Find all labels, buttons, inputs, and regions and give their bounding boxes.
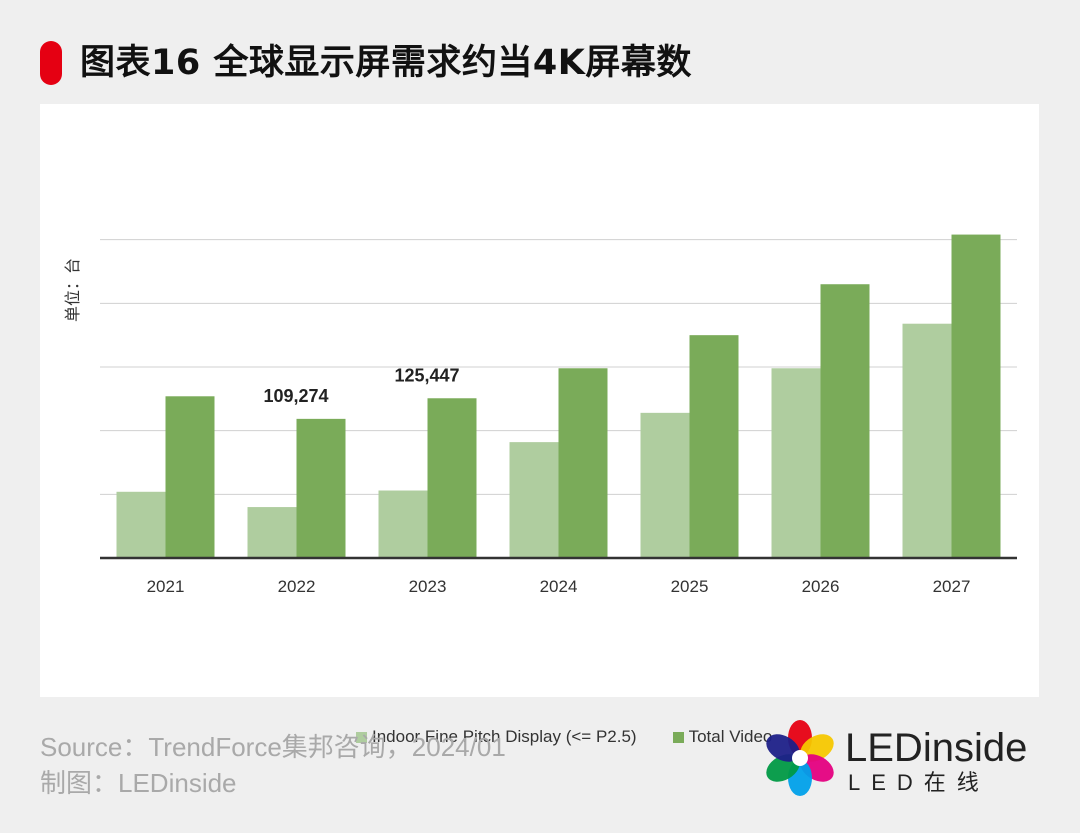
flower-logo-icon [766, 720, 834, 796]
title-accent-bar [40, 41, 62, 85]
bar-total [427, 398, 477, 558]
bar-indoor [640, 412, 690, 558]
bar-indoor [116, 491, 166, 558]
bar-total [558, 368, 608, 558]
bar-chart: 2021 2022 2023 2024 2025 2026 2027 109,274 125,4… [100, 234, 1017, 596]
legend: Indoor Fine Pitch Display (<= P2.5) Tota… [356, 726, 808, 748]
bar-indoor [509, 442, 559, 558]
bar-total [165, 396, 215, 558]
x-tick-label: 2027 [933, 577, 971, 596]
legend-label-indoor: Indoor Fine Pitch Display (<= P2.5) [372, 727, 637, 746]
legend-swatch-total [672, 731, 684, 743]
logo-wordmark: LEDinside [845, 726, 1028, 770]
page-title: 图表16 全球显示屏需求约当4K屏幕数 [80, 43, 692, 83]
legend-label-total: Total Video [688, 727, 773, 746]
x-tick-label: 2026 [802, 577, 840, 596]
logo-subtitle: LED在线 [848, 770, 990, 795]
legend-item-total: Total Video [672, 727, 773, 747]
footer: Source：TrendForce集邦咨询，2024/01 制图：LEDinsi… [40, 729, 506, 801]
x-tick-label: 2023 [409, 577, 447, 596]
bar-indoor [247, 507, 297, 558]
source-text: Source：TrendForce集邦咨询，2024/01 [40, 732, 506, 762]
bar-total [296, 418, 346, 558]
data-label: 125,447 [394, 365, 459, 385]
y-axis-unit-label: 单位：台 [63, 258, 82, 323]
bar-indoor [902, 323, 952, 558]
legend-item-indoor: Indoor Fine Pitch Display (<= P2.5) [356, 727, 637, 747]
legend-swatch-indoor [356, 731, 367, 743]
x-tick-label: 2024 [540, 577, 578, 596]
bar-total [689, 335, 739, 558]
chart-panel: 2021 2022 2023 2024 2025 2026 2027 109,274 125,4… [40, 104, 1039, 746]
data-label: 109,274 [263, 386, 328, 406]
x-tick-label: 2025 [671, 577, 709, 596]
bar-total [951, 234, 1001, 558]
bar-indoor [378, 490, 428, 558]
bar-indoor [771, 368, 821, 558]
x-tick-label: 2022 [278, 577, 316, 596]
bar-total [820, 284, 870, 558]
ledinside-logo: LEDinside LED在线 [760, 718, 1045, 798]
x-tick-label: 2021 [147, 577, 185, 596]
credit-text: 制图：LEDinside [40, 768, 237, 798]
